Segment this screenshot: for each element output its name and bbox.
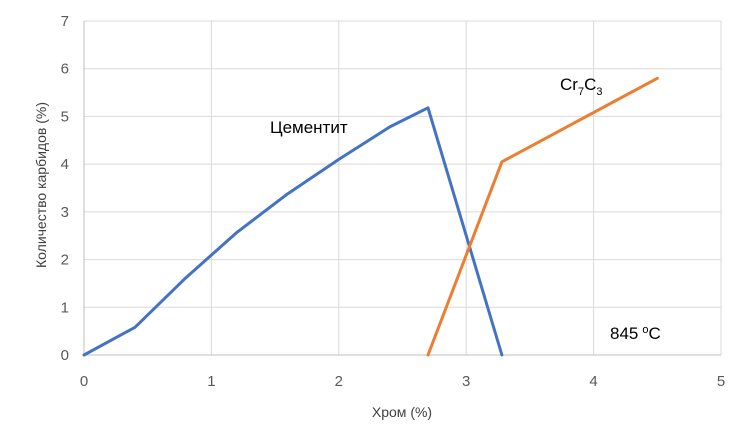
cr7c3-label-sub2: 3 bbox=[596, 86, 602, 98]
x-tick-label: 2 bbox=[335, 373, 343, 390]
temperature-unit: C bbox=[649, 324, 661, 343]
y-tick-label: 7 bbox=[61, 13, 69, 30]
cr7c3-label-sub1: 7 bbox=[578, 86, 584, 98]
y-tick-label: 4 bbox=[61, 156, 69, 173]
x-tick-label: 1 bbox=[207, 373, 215, 390]
cr7c3-label-c: C bbox=[584, 75, 596, 94]
y-tick-label: 0 bbox=[61, 347, 69, 364]
x-tick-label: 3 bbox=[462, 373, 470, 390]
temperature-value: 845 bbox=[610, 324, 638, 343]
series-line-cementite bbox=[82, 106, 504, 357]
x-axis-title: Хром (%) bbox=[372, 404, 432, 420]
y-tick-label: 1 bbox=[61, 299, 69, 316]
temperature-label: 845 oC bbox=[610, 324, 661, 343]
x-tick-label: 0 bbox=[80, 373, 88, 390]
x-tick-label: 4 bbox=[589, 373, 597, 390]
cementite-label: Цементит bbox=[270, 118, 348, 137]
y-tick-labels: 0 1 2 3 4 5 6 7 bbox=[61, 13, 69, 364]
y-tick-label: 3 bbox=[61, 204, 69, 221]
y-tick-label: 5 bbox=[61, 108, 69, 125]
x-tick-labels: 0 1 2 3 4 5 bbox=[80, 373, 725, 390]
cr7c3-label-cr: Cr bbox=[560, 75, 578, 94]
x-tick-label: 5 bbox=[717, 373, 725, 390]
series-line-cr7c3 bbox=[426, 76, 659, 357]
grid-lines bbox=[84, 20, 722, 355]
series-lines bbox=[82, 76, 659, 357]
temperature-degree: o bbox=[642, 324, 648, 336]
y-tick-label: 6 bbox=[61, 61, 69, 78]
y-tick-label: 2 bbox=[61, 252, 69, 269]
cr7c3-label: Cr7C3 bbox=[560, 75, 602, 98]
axes bbox=[83, 21, 721, 356]
y-axis-title: Количество карбидов (%) bbox=[33, 102, 49, 268]
